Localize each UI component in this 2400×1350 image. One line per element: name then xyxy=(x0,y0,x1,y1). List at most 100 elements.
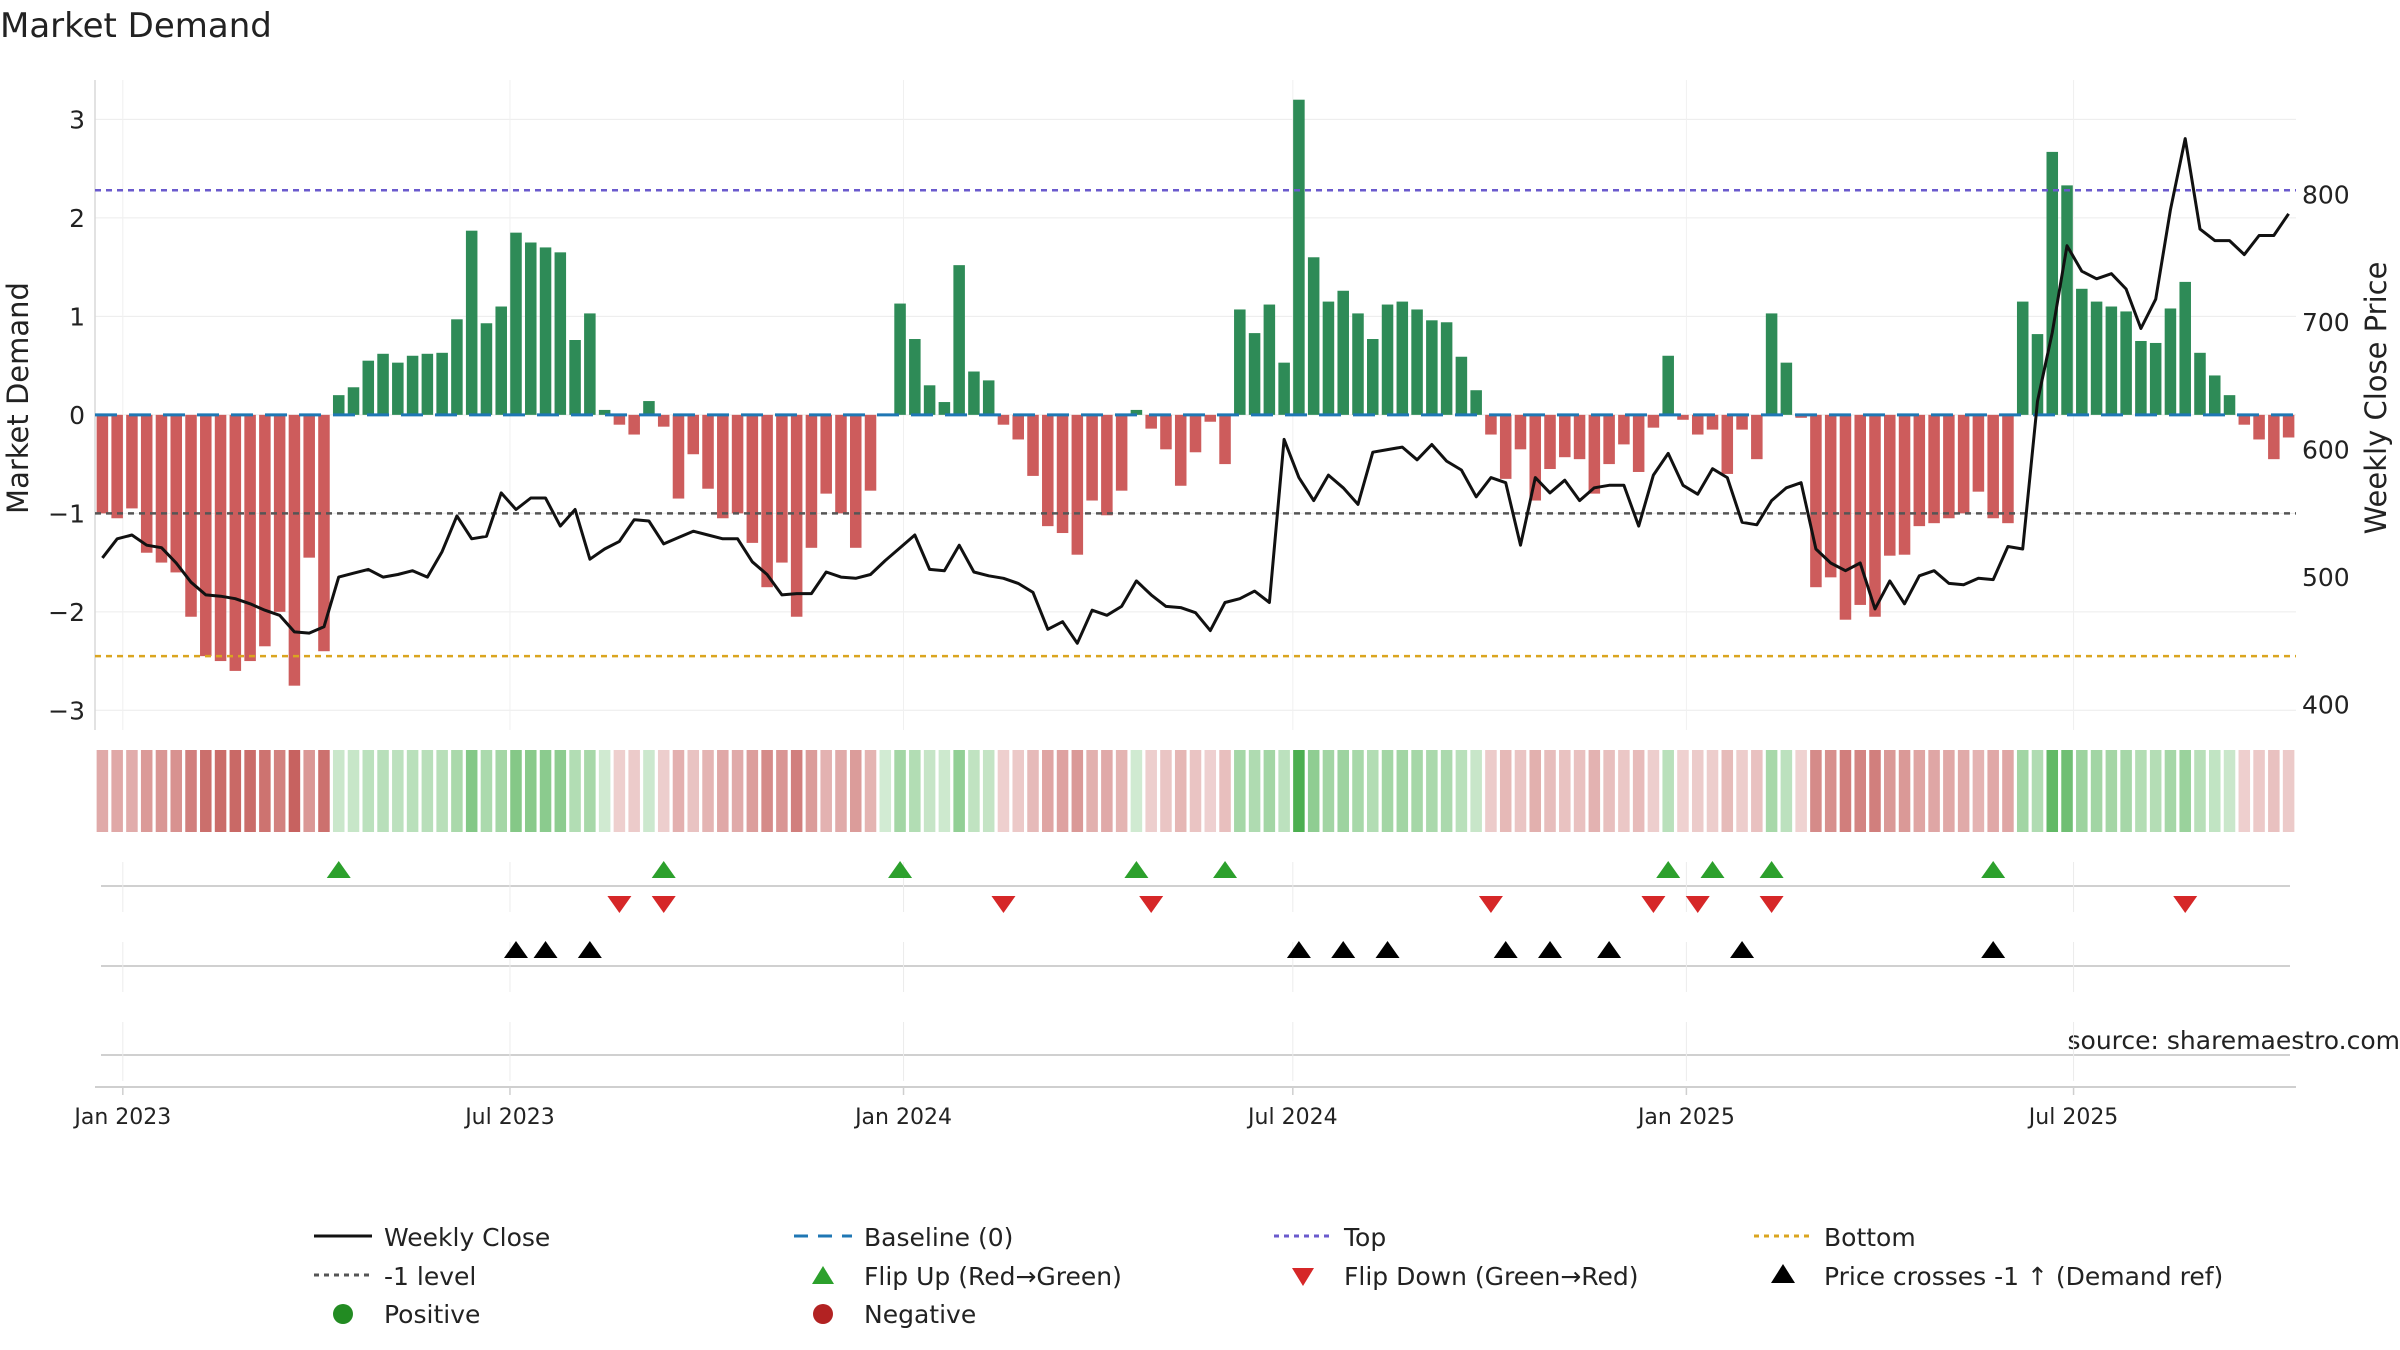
heat-cell xyxy=(2223,750,2236,832)
heat-cell xyxy=(1972,750,1985,832)
demand-bar xyxy=(2105,306,2118,415)
demand-bar xyxy=(1972,414,1985,492)
heat-cell xyxy=(1248,750,1261,832)
demand-bar xyxy=(273,414,286,612)
demand-bar xyxy=(1485,414,1497,435)
heat-cell xyxy=(968,750,980,832)
demand-bar xyxy=(421,353,434,415)
heat-cell xyxy=(1234,750,1246,832)
demand-bar xyxy=(923,385,936,415)
heat-cell xyxy=(982,750,995,832)
demand-bar xyxy=(968,371,980,415)
heat-cell xyxy=(1293,750,1305,832)
demand-bar xyxy=(1898,414,1911,555)
demand-bar xyxy=(776,414,788,563)
heat-cell xyxy=(1101,750,1113,832)
demand-bar xyxy=(1204,414,1217,422)
demand-bar xyxy=(214,414,227,662)
heat-cell xyxy=(1987,750,1999,832)
cross-marker xyxy=(1730,941,1755,958)
heat-cell xyxy=(155,750,168,832)
legend-weekly-close-label: Weekly Close xyxy=(384,1223,550,1252)
demand-bar xyxy=(155,414,168,563)
heat-cell xyxy=(2031,750,2044,832)
heat-cell xyxy=(1588,750,1601,832)
heat-cell xyxy=(111,750,123,832)
y-tick-left: 2 xyxy=(69,204,85,233)
legend-baseline: Baseline (0) xyxy=(794,1223,1013,1252)
flip-up-marker xyxy=(326,861,351,878)
demand-bar xyxy=(1691,414,1704,435)
heat-cell xyxy=(598,750,611,832)
heat-cell xyxy=(1514,750,1527,832)
demand-bar xyxy=(1588,414,1601,494)
heat-cell xyxy=(1706,750,1719,832)
axes: 3 2 1 0 −1 −2 −3 800 700 600 500 400 xyxy=(48,80,2350,730)
demand-bar xyxy=(569,340,581,415)
heat-cell xyxy=(2061,750,2073,832)
source-note: source: sharemaestro.com xyxy=(2068,1026,2400,1055)
cross-marker xyxy=(533,941,558,958)
demand-bar xyxy=(2164,308,2177,415)
heat-cell xyxy=(1898,750,1911,832)
cross-marker xyxy=(503,941,528,958)
flip-down-marker xyxy=(651,896,676,913)
heat-cell xyxy=(392,750,404,832)
heat-cell xyxy=(1115,750,1128,832)
demand-bar xyxy=(1884,414,1896,556)
heat-cell xyxy=(2135,750,2147,832)
y-tick-left: −1 xyxy=(48,499,85,528)
legend-top: Top xyxy=(1274,1223,1386,1252)
demand-bar xyxy=(628,414,640,435)
demand-bar xyxy=(347,387,360,415)
demand-bar xyxy=(1455,356,1468,415)
heat-cell xyxy=(2208,750,2221,832)
heat-cell xyxy=(938,750,951,832)
legend-positive-label: Positive xyxy=(384,1300,480,1329)
heat-cell xyxy=(1632,750,1645,832)
heat-cell xyxy=(569,750,581,832)
demand-bar xyxy=(525,242,537,415)
heat-cell xyxy=(909,750,921,832)
demand-bar xyxy=(1219,414,1231,465)
demand-bar xyxy=(909,339,921,415)
heat-cell xyxy=(1145,750,1157,832)
demand-bar xyxy=(377,353,389,415)
flip-up-marker xyxy=(1656,861,1681,878)
heat-cell xyxy=(273,750,286,832)
x-tick-label: Jul 2025 xyxy=(2027,1105,2119,1130)
demand-bar xyxy=(982,380,995,415)
demand-bar xyxy=(1396,301,1409,415)
demand-bar xyxy=(1957,414,1970,514)
demand-bar xyxy=(820,414,832,494)
demand-bar xyxy=(111,414,123,519)
demand-bar xyxy=(140,414,153,553)
cross-marker xyxy=(1538,941,1563,958)
heat-cell xyxy=(259,750,271,832)
heat-cell xyxy=(229,750,242,832)
heat-cell xyxy=(2194,750,2206,832)
demand-bar xyxy=(1027,414,1039,476)
demand-bar xyxy=(2238,414,2251,425)
heat-cell xyxy=(1499,750,1512,832)
heat-cell xyxy=(332,750,345,832)
heat-cell xyxy=(1455,750,1468,832)
demand-bar xyxy=(613,414,626,425)
demand-bar xyxy=(244,414,256,662)
flip-up-marker xyxy=(651,861,676,878)
flip-up-marker xyxy=(1981,861,2006,878)
heat-cell xyxy=(436,750,448,832)
flip-down-marker xyxy=(1478,896,1503,913)
flip-down-marker xyxy=(2173,896,2198,913)
heat-cell xyxy=(1367,750,1379,832)
demand-bar xyxy=(1869,414,1881,617)
heat-cell xyxy=(1736,750,1748,832)
heat-cell xyxy=(1780,750,1793,832)
heat-cell xyxy=(1721,750,1734,832)
demand-bar xyxy=(2076,288,2088,415)
heat-cell xyxy=(1824,750,1837,832)
cross-marker xyxy=(1597,941,1622,958)
heat-cell xyxy=(1677,750,1689,832)
y-tick-right: 500 xyxy=(2302,563,2350,592)
demand-bar xyxy=(1322,301,1335,415)
